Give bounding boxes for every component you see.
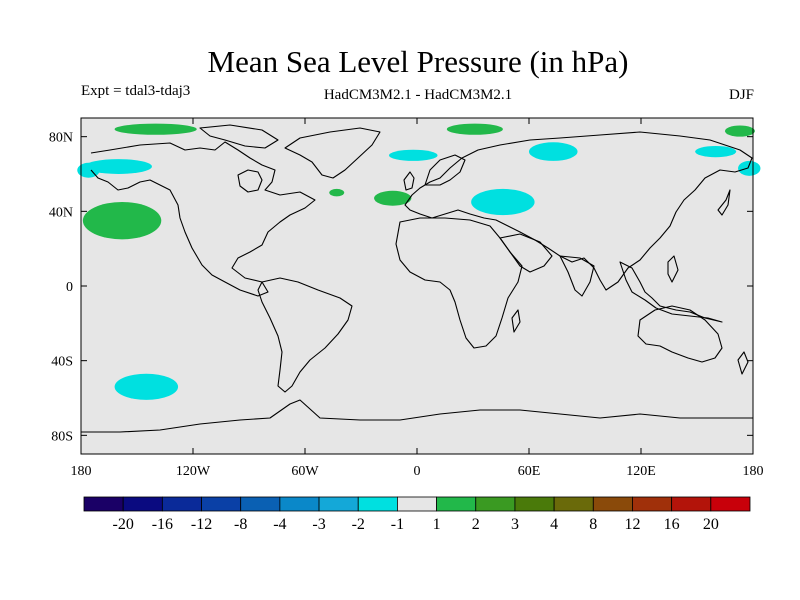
anomaly-region-negative <box>84 159 152 175</box>
colorbar-swatch <box>357 496 398 512</box>
colorbar-swatch <box>83 496 124 512</box>
latitude-tick-label: 40S <box>51 355 73 370</box>
colorbar-swatch <box>671 496 712 512</box>
latitude-tick-label: 40N <box>49 205 73 220</box>
coastline-south-america <box>257 277 353 393</box>
colorbar-label: 16 <box>664 516 680 533</box>
anomaly-region-positive <box>114 123 197 135</box>
colorbar-swatch <box>122 496 163 512</box>
colorbar-swatch <box>436 496 477 512</box>
latitude-tick-label: 80S <box>51 429 73 444</box>
colorbar-label: -20 <box>113 516 134 533</box>
coastline-madagascar <box>511 309 521 333</box>
latitude-tick-label: 80N <box>49 131 73 146</box>
coastline-antarctica <box>81 399 753 433</box>
anomaly-region-negative <box>389 149 438 161</box>
colorbar-swatch <box>553 496 594 512</box>
colorbar-swatch <box>632 496 673 512</box>
colorbar-swatch <box>592 496 633 512</box>
anomaly-region-negative <box>529 142 578 161</box>
coastline-india <box>559 255 595 297</box>
longitude-tick-label: 180 <box>743 464 764 479</box>
colorbar-swatch <box>201 496 242 512</box>
colorbar-swatch <box>318 496 359 512</box>
colorbar-label: -3 <box>312 516 325 533</box>
season-label: DJF <box>728 87 754 103</box>
colorbar-label: 20 <box>703 516 719 533</box>
colorbar-label: 2 <box>472 516 480 533</box>
coastline-africa <box>395 217 523 349</box>
anomaly-region-negative <box>738 160 761 176</box>
colorbar-label: -8 <box>234 516 247 533</box>
colorbar-label: -16 <box>152 516 173 533</box>
colorbar: -20 -16 -12 -8 -4 -3 -2 -1 1 2 3 4 8 12 16 20 <box>83 496 751 533</box>
colorbar-label: 1 <box>433 516 441 533</box>
map-panel: 180 120W 60W 0 60E 120E 180 80N 40N 0 40S 80S <box>49 117 764 479</box>
colorbar-label: -12 <box>191 516 212 533</box>
coastline-eurasia <box>404 131 753 291</box>
coastline-greenland <box>284 127 381 179</box>
map-background <box>81 118 753 454</box>
anomaly-region-positive <box>374 190 412 206</box>
longitude-tick-label: 60E <box>518 464 541 479</box>
longitude-tick-label: 120E <box>626 464 656 479</box>
latitude-tick-label: 0 <box>66 280 73 295</box>
colorbar-swatch <box>279 496 320 512</box>
coastline-arctic-islands <box>199 124 279 149</box>
colorbar-label: 12 <box>624 516 640 533</box>
anomaly-region-negative <box>695 146 737 158</box>
coastline-southeast-asia <box>619 261 723 323</box>
anomaly-region-negative <box>114 373 179 400</box>
model-label: HadCM3M2.1 - HadCM3M2.1 <box>323 87 513 103</box>
colorbar-swatch <box>710 496 751 512</box>
longitude-axis: 180 120W 60W 0 60E 120E 180 <box>71 118 764 479</box>
map-title: Mean Sea Level Pressure (in hPa) <box>207 44 629 79</box>
coastline-north-america <box>90 141 316 297</box>
coastline-scandinavia <box>424 154 466 186</box>
coastlines <box>81 124 753 433</box>
colorbar-swatch <box>475 496 516 512</box>
colorbar-label: 3 <box>511 516 519 533</box>
longitude-tick-label: 180 <box>71 464 92 479</box>
colorbar-label: -2 <box>352 516 365 533</box>
anomaly-layer <box>77 123 761 400</box>
longitude-tick-label: 0 <box>414 464 421 479</box>
colorbar-label: -1 <box>391 516 404 533</box>
coastline-hudson-bay <box>237 169 263 193</box>
coastline-new-zealand <box>737 351 749 375</box>
colorbar-swatch <box>161 496 202 512</box>
anomaly-region-positive <box>82 202 162 240</box>
colorbar-label: -4 <box>273 516 286 533</box>
coastline-arabia <box>499 233 553 273</box>
longitude-tick-label: 60W <box>291 464 319 479</box>
anomaly-region-positive <box>329 188 345 197</box>
longitude-tick-label: 120W <box>176 464 211 479</box>
coastline-australia <box>637 305 723 363</box>
colorbar-label: 8 <box>589 516 597 533</box>
colorbar-swatch <box>514 496 555 512</box>
colorbar-label: 4 <box>550 516 558 533</box>
coastline-japan <box>717 189 731 216</box>
coastline-philippines <box>667 255 679 283</box>
colorbar-swatch <box>397 496 437 512</box>
colorbar-swatch <box>240 496 281 512</box>
experiment-label: Expt = tdal3-tdaj3 <box>81 83 191 99</box>
anomaly-region-positive <box>446 123 503 135</box>
anomaly-region-positive <box>725 125 755 137</box>
latitude-axis: 80N 40N 0 40S 80S <box>49 131 753 444</box>
coastline-uk <box>403 171 415 191</box>
anomaly-region-negative <box>471 188 535 216</box>
